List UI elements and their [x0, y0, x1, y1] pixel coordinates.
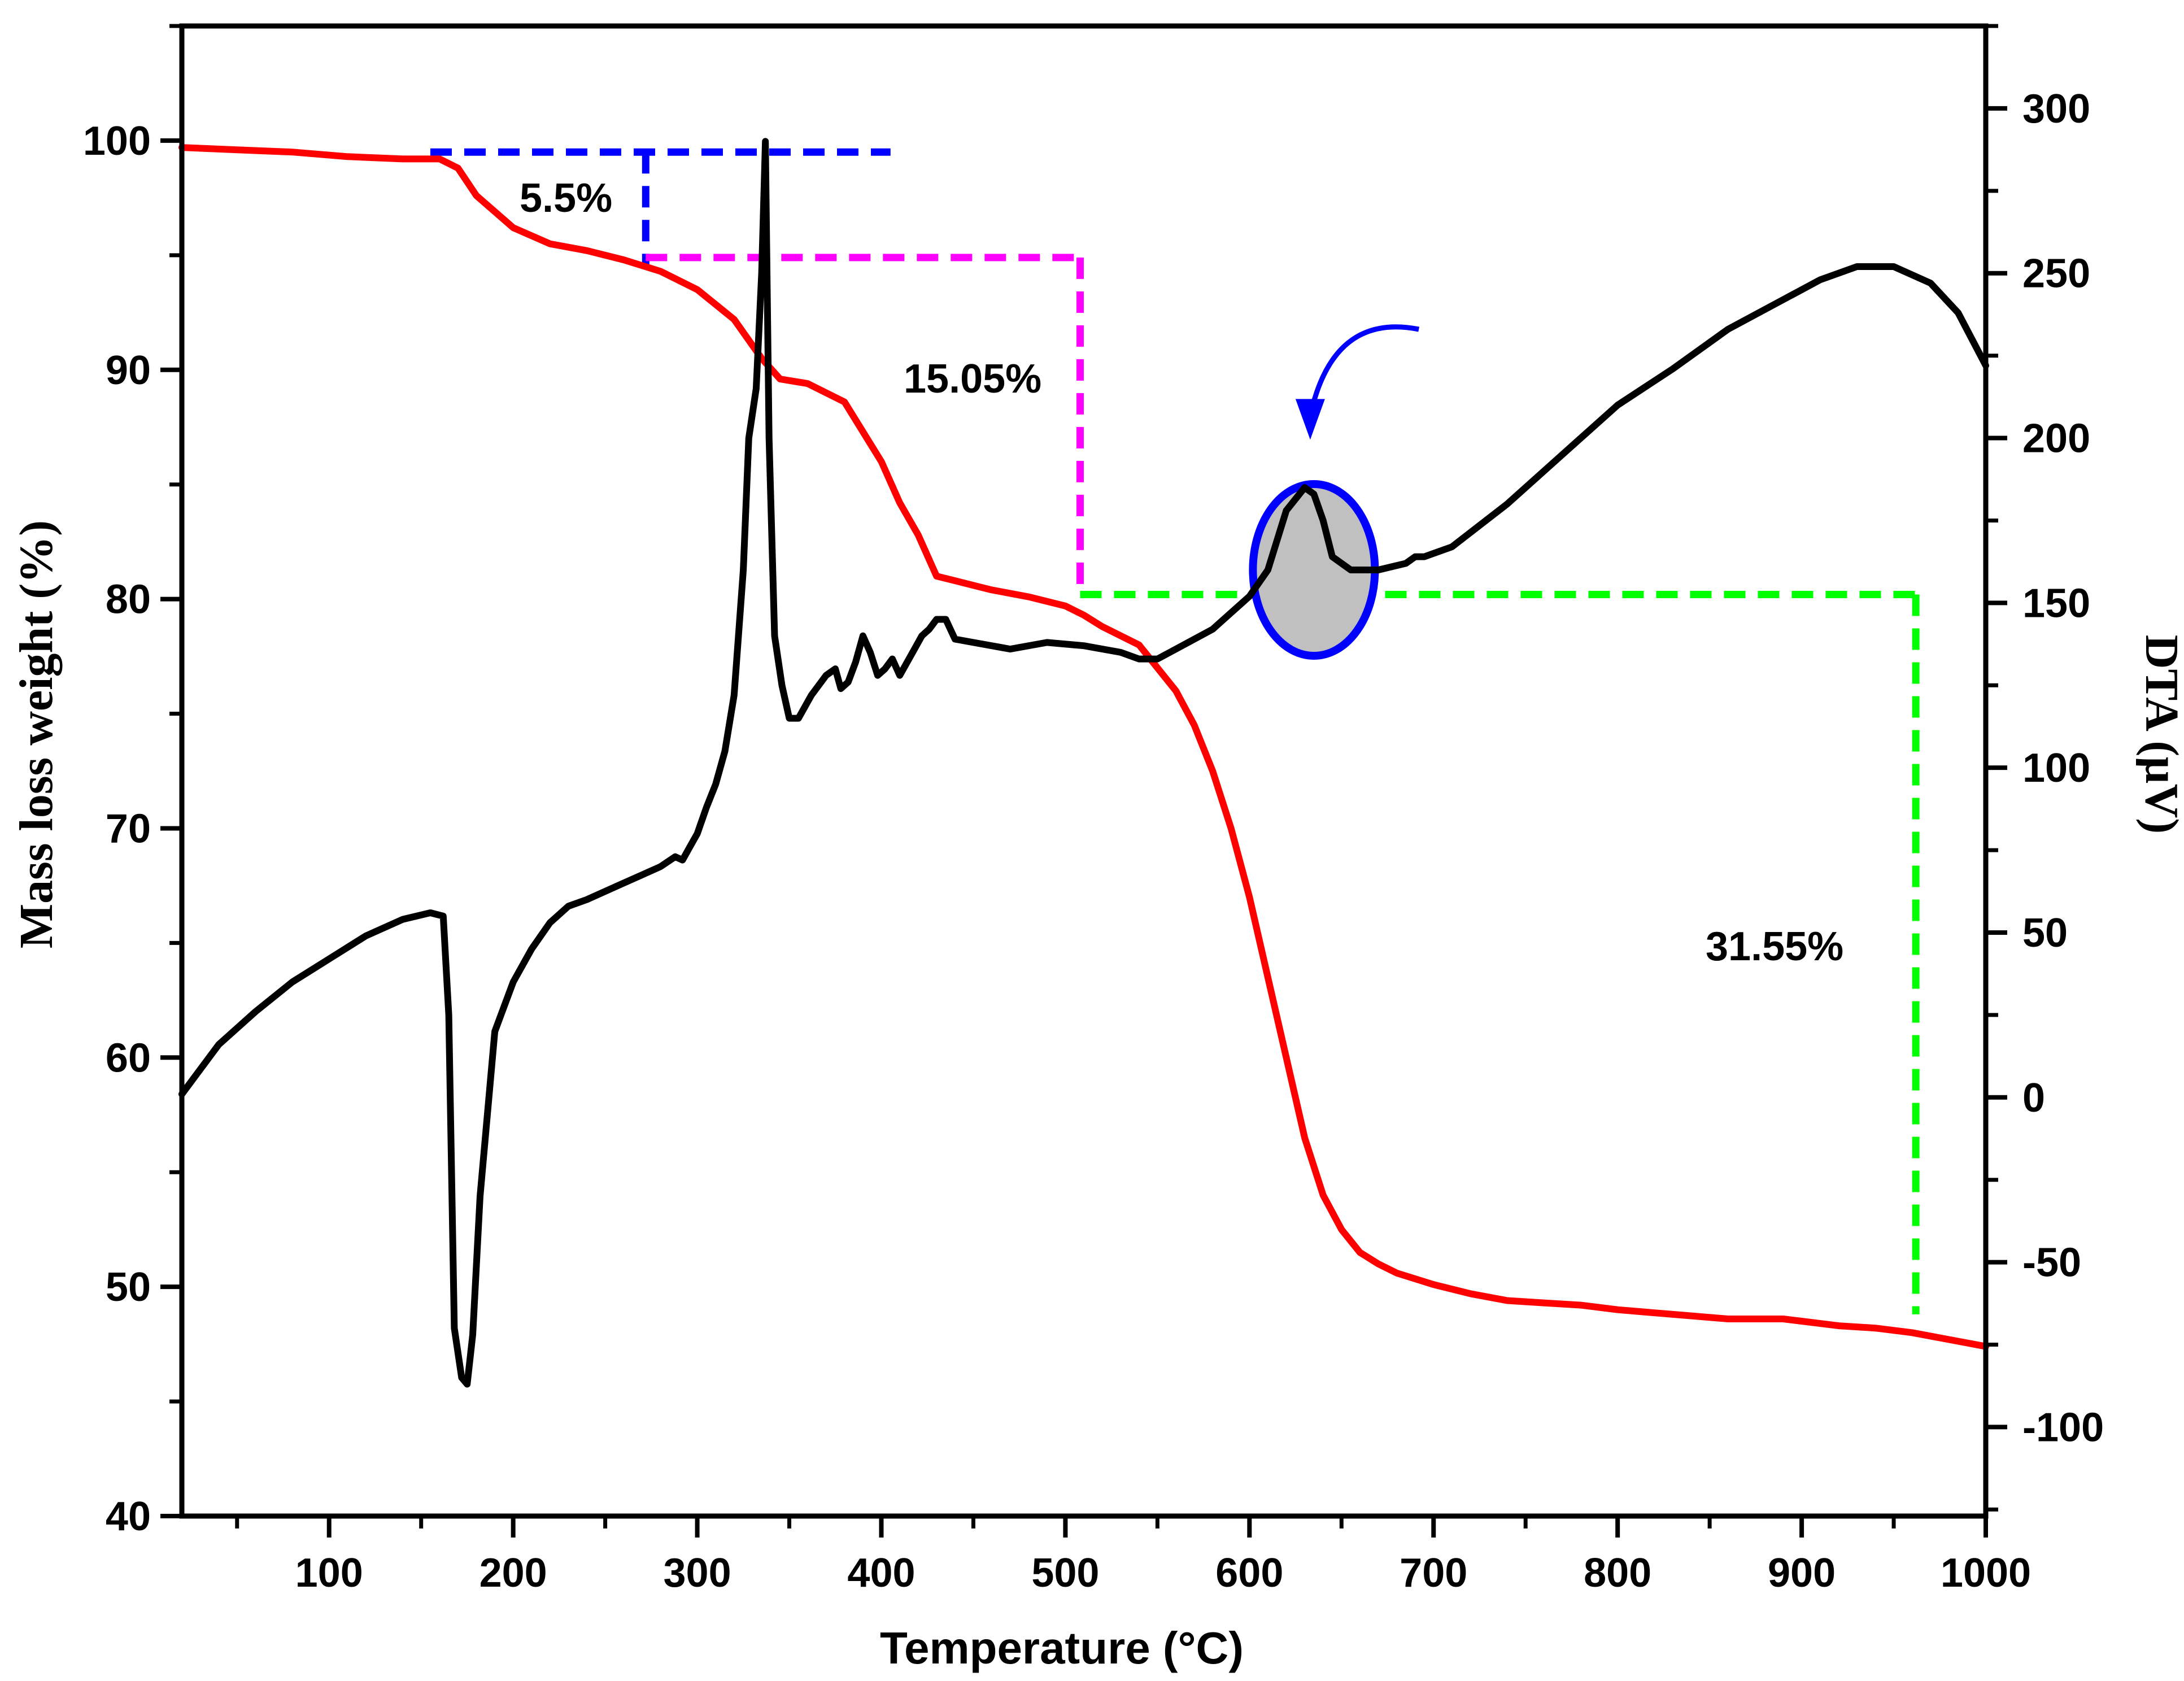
y-right-tick-label: 250	[2022, 251, 2090, 297]
x-tick-label: 600	[1215, 1551, 1283, 1596]
y-left-tick-label: 60	[106, 1035, 151, 1081]
x-tick-label: 700	[1400, 1551, 1467, 1596]
x-axis-title: Temperature (°C)	[880, 1623, 1244, 1673]
step-1-label: 5.5%	[520, 176, 612, 221]
step-1-guide	[430, 148, 891, 267]
highlight-arrow-head	[1295, 399, 1325, 440]
y-left-tick-label: 50	[106, 1265, 151, 1310]
y-left-tick-label: 40	[106, 1494, 151, 1539]
y-right-tick-label: 200	[2022, 416, 2090, 461]
y-left-tick-label: 90	[106, 348, 151, 393]
x-tick-label: 1000	[1941, 1551, 2031, 1596]
x-tick-label: 800	[1584, 1551, 1651, 1596]
tick-labels: 100 200 300 400 500 600 700 800 900 1000405060708…	[83, 86, 2104, 1596]
step-2-label: 15.05%	[904, 356, 1041, 402]
mass-loss-step-guides	[430, 148, 1920, 1314]
step-3-guide	[1080, 591, 1920, 1314]
y-right-tick-label: 300	[2022, 86, 2090, 132]
tga-mass-loss-line	[178, 144, 1989, 1350]
x-tick-label: 400	[847, 1551, 915, 1596]
y-left-tick-label: 100	[83, 119, 151, 164]
y-right-tick-label: 100	[2022, 746, 2090, 791]
x-tick-label: 300	[664, 1551, 731, 1596]
left-axis-title: Mass loss weight (%)	[10, 520, 63, 948]
x-tick-label: 900	[1768, 1551, 1836, 1596]
y-left-tick-label: 70	[106, 806, 151, 851]
step-2-guide	[646, 254, 1084, 595]
y-right-tick-label: -100	[2022, 1405, 2104, 1450]
highlight-arrow-shaft	[1307, 324, 1420, 417]
right-axis-title: DTA (µV)	[2135, 635, 2184, 834]
y-right-tick-label: 0	[2022, 1075, 2045, 1121]
step-3-label: 31.55%	[1706, 924, 1843, 969]
plot-frame	[179, 23, 1989, 1519]
series-layer	[178, 138, 1989, 1388]
y-right-tick-label: 150	[2022, 581, 2090, 626]
x-tick-label: 200	[479, 1551, 547, 1596]
x-tick-label: 500	[1031, 1551, 1099, 1596]
y-right-tick-label: 50	[2022, 911, 2068, 956]
y-left-tick-label: 80	[106, 577, 151, 622]
dta-line	[178, 138, 1989, 1388]
y-right-tick-label: -50	[2022, 1240, 2081, 1286]
axis-ticks	[160, 24, 2007, 1538]
x-tick-label: 100	[295, 1551, 363, 1596]
